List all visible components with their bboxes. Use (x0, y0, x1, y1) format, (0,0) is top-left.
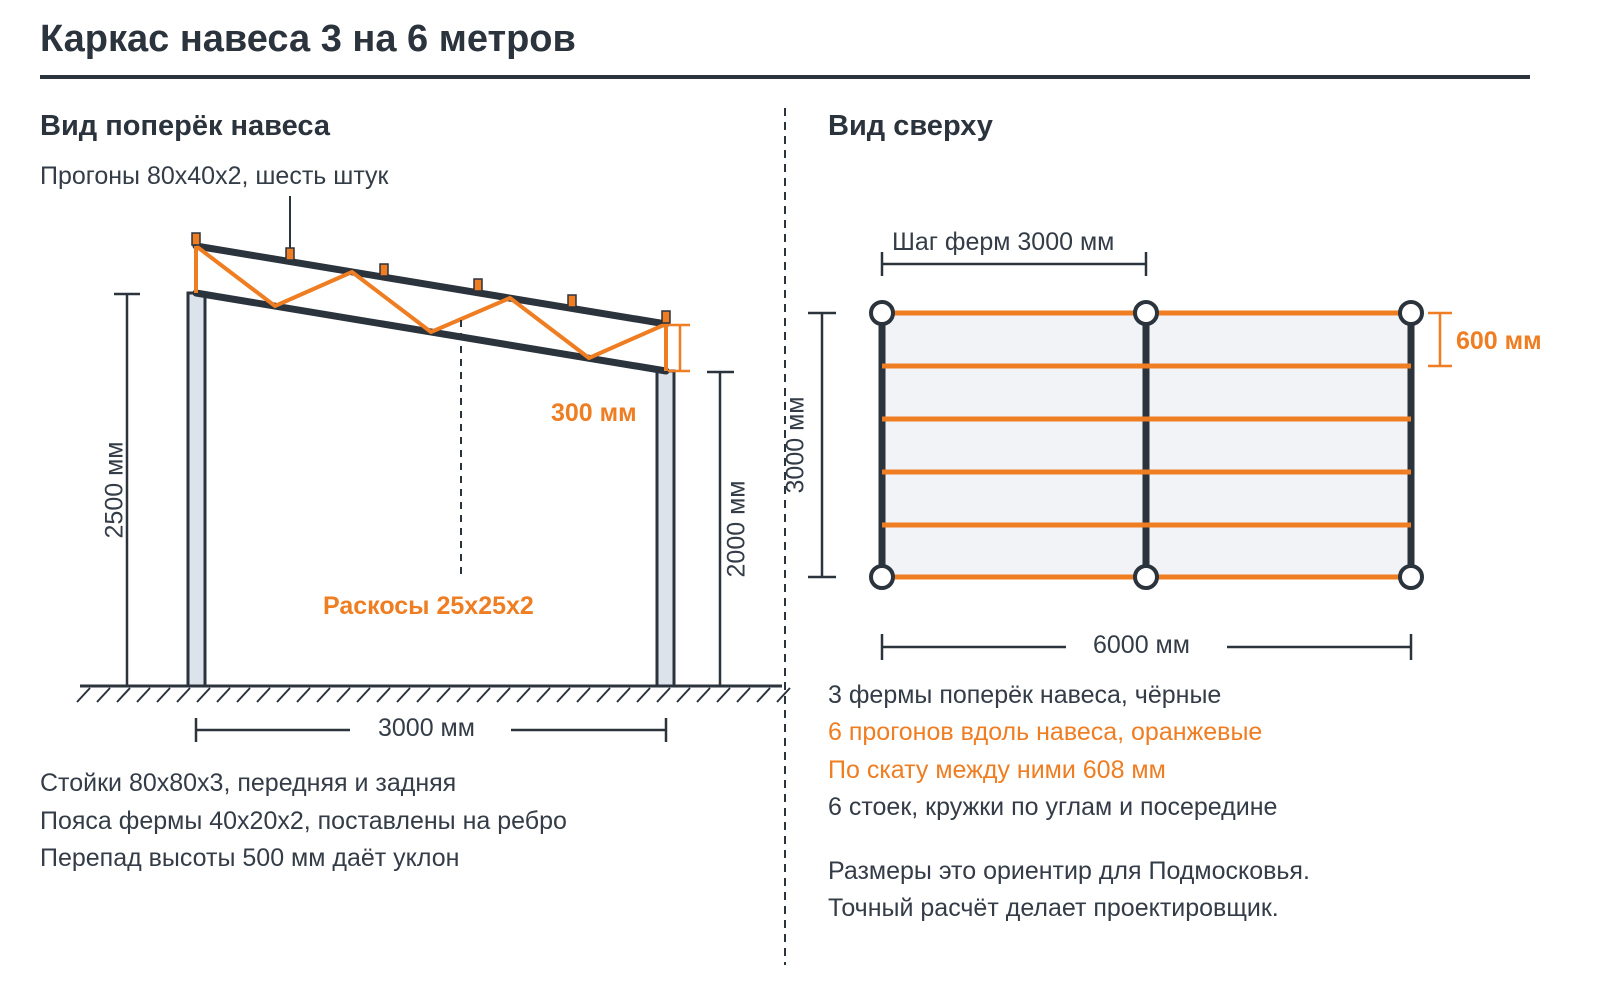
left-note-2: Пояса фермы 40x20x2, поставлены на ребро (40, 807, 567, 835)
page-title: Каркас навеса 3 на 6 метров (40, 18, 576, 60)
left-note-3: Перепад высоты 500 мм даёт уклон (40, 844, 460, 872)
title-divider (40, 75, 1530, 79)
right-note-4: 6 стоек, кружки по углам и посередине (828, 793, 1278, 821)
purlin-step-dimension (1428, 311, 1452, 368)
truss-braces (194, 244, 668, 371)
span-label: 3000 мм (378, 714, 475, 742)
purlin-step-label: 600 мм (1456, 327, 1542, 355)
left-note-1: Стойки 80x80x3, передняя и задняя (40, 769, 457, 797)
braces-label: Раскосы 25x25x2 (323, 592, 534, 620)
purlins-top-view (882, 310, 1411, 580)
right-note-2: 6 прогонов вдоль навеса, оранжевые (828, 718, 1263, 746)
purlins-label: Прогоны 80x40x2, шесть штук (40, 162, 389, 190)
cross-section-heading: Вид поперёк навеса (40, 110, 330, 142)
height-right-dimension (707, 370, 734, 686)
top-view-heading: Вид сверху (828, 110, 993, 142)
front-post (186, 291, 207, 688)
posts-top-view (869, 300, 1424, 590)
rear-post (655, 369, 676, 688)
purlins-section (191, 232, 671, 324)
height-left-label: 2500 мм (101, 442, 129, 539)
truss-step-dimension (880, 252, 1148, 276)
width-dimension (808, 311, 836, 579)
width-label: 3000 мм (782, 397, 810, 494)
trusses-top-view (878, 313, 1415, 577)
ground-line (76, 684, 791, 703)
truss-step-label: Шаг ферм 3000 мм (892, 228, 1115, 256)
truss-depth-label: 300 мм (551, 399, 637, 427)
height-left-dimension (114, 292, 140, 686)
footer-note-1: Размеры это ориентир для Подмосковья. (828, 857, 1310, 885)
span-dimension (194, 718, 668, 742)
footer-note-2: Точный расчёт делает проектировщик. (828, 894, 1279, 922)
right-note-1: 3 фермы поперёк навеса, чёрные (828, 681, 1222, 709)
height-right-label: 2000 мм (723, 481, 751, 578)
top-chord (192, 242, 670, 328)
length-dimension (880, 634, 1413, 660)
right-note-3: По скату между ними 608 мм (828, 756, 1166, 784)
length-label: 6000 мм (1093, 631, 1190, 659)
truss-depth-dimension (668, 323, 690, 373)
